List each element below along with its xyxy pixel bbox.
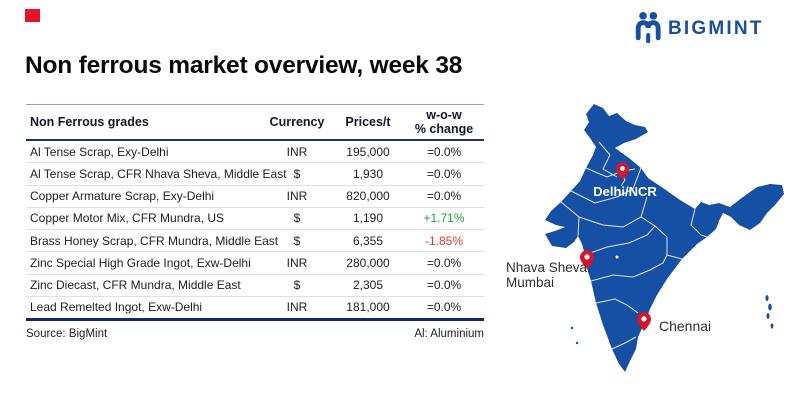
location-pin-icon	[580, 250, 594, 269]
currency-cell: $	[293, 211, 301, 226]
table-header-row: Non Ferrous grades Currency Prices/t w-o…	[26, 105, 484, 141]
grade-cell: Zinc Special High Grade Ingot, Exw-Delhi	[30, 255, 251, 270]
map-label-chennai: Chennai	[659, 318, 712, 334]
price-cell: 2,305	[352, 278, 384, 293]
header-prices: Prices/t	[345, 115, 391, 129]
currency-cell: INR	[286, 189, 308, 204]
price-cell: 280,000	[346, 255, 390, 270]
bigmint-logo-icon	[632, 10, 663, 48]
india-map-svg	[545, 104, 784, 372]
price-cell: 1,930	[352, 166, 384, 181]
header-grades: Non Ferrous grades	[30, 115, 149, 129]
map-pin-chennai	[637, 312, 651, 336]
change-cell: =0.0%	[426, 166, 462, 181]
change-cell: =0.0%	[426, 189, 462, 204]
map-pin-nhava-sheva	[580, 250, 594, 274]
india-map	[495, 85, 800, 395]
price-cell: 820,000	[346, 189, 390, 204]
map-pin-delhi	[616, 162, 629, 185]
india-outline	[545, 104, 784, 372]
price-cell: 195,000	[346, 144, 390, 159]
currency-cell: INR	[286, 255, 308, 270]
brand-accent-square	[25, 9, 40, 22]
currency-cell: $	[293, 166, 301, 181]
table-row: Zinc Special High Grade Ingot, Exw-Delhi…	[26, 252, 484, 275]
table-row: Al Tense Scrap, Exy-Delhi INR 195,000 =0.0%	[26, 141, 484, 164]
header-currency: Currency	[269, 115, 325, 129]
grade-cell: Copper Armature Scrap, Exy-Delhi	[30, 189, 215, 204]
map-label-delhi: Delhi/NCR	[593, 184, 657, 199]
change-cell: =0.0%	[426, 300, 462, 315]
aluminium-footnote: Al: Aluminium	[414, 328, 484, 340]
table-row: Copper Armature Scrap, Exy-Delhi INR 820,0…	[26, 186, 484, 208]
header-wow-change: w-o-w % change	[414, 108, 474, 136]
currency-cell: INR	[286, 144, 308, 159]
price-cell: 1,190	[352, 211, 384, 226]
map-label-nhava-sheva: Nhava Sheva, Mumbai	[506, 260, 591, 290]
table-row: Zinc Diecast, CFR Mundra, Middle East $2,…	[26, 275, 484, 297]
source-note: Source: BigMint	[26, 328, 108, 340]
page-title: Non ferrous market overview, week 38	[25, 52, 463, 79]
table-row: Brass Honey Scrap, CFR Mundra, Middle Ea…	[26, 230, 484, 253]
grade-cell: Al Tense Scrap, CFR Nhava Sheva, Middle …	[30, 166, 287, 181]
grade-cell: Brass Honey Scrap, CFR Mundra, Middle Ea…	[30, 233, 279, 248]
bigmint-logo-text: BIGMINT	[668, 18, 764, 39]
table-footer: Source: BigMint Al: Aluminium	[26, 321, 484, 340]
change-cell: +1.71%	[423, 211, 465, 226]
price-cell: 181,000	[346, 300, 390, 315]
change-cell: =0.0%	[426, 278, 462, 293]
change-cell: =0.0%	[426, 144, 462, 159]
state-borders	[560, 141, 728, 350]
change-cell: -1.85%	[424, 233, 464, 248]
grade-cell: Lead Remelted Ingot, Exw-Delhi	[30, 300, 203, 315]
price-table: Non Ferrous grades Currency Prices/t w-o…	[26, 104, 484, 340]
currency-cell: $	[293, 233, 301, 248]
grade-cell: Zinc Diecast, CFR Mundra, Middle East	[30, 278, 241, 293]
table-row: Lead Remelted Ingot, Exw-Delhi INR 181,000…	[26, 297, 484, 318]
grade-cell: Al Tense Scrap, Exy-Delhi	[30, 144, 169, 159]
grade-cell: Copper Motor Mix, CFR Mundra, US	[30, 211, 225, 226]
table-row: Al Tense Scrap, CFR Nhava Sheva, Middle …	[26, 163, 484, 186]
table-rows: Al Tense Scrap, Exy-Delhi INR 195,000 =0.0%…	[26, 141, 484, 321]
change-cell: =0.0%	[426, 255, 462, 270]
bigmint-logo: BIGMINT	[632, 10, 764, 48]
location-pin-icon	[637, 312, 651, 331]
currency-cell: INR	[286, 300, 308, 315]
currency-cell: $	[293, 278, 301, 293]
location-pin-icon	[616, 162, 629, 180]
table-row: Copper Motor Mix, CFR Mundra, US $1,190 +1…	[26, 208, 484, 230]
price-cell: 6,355	[352, 233, 384, 248]
